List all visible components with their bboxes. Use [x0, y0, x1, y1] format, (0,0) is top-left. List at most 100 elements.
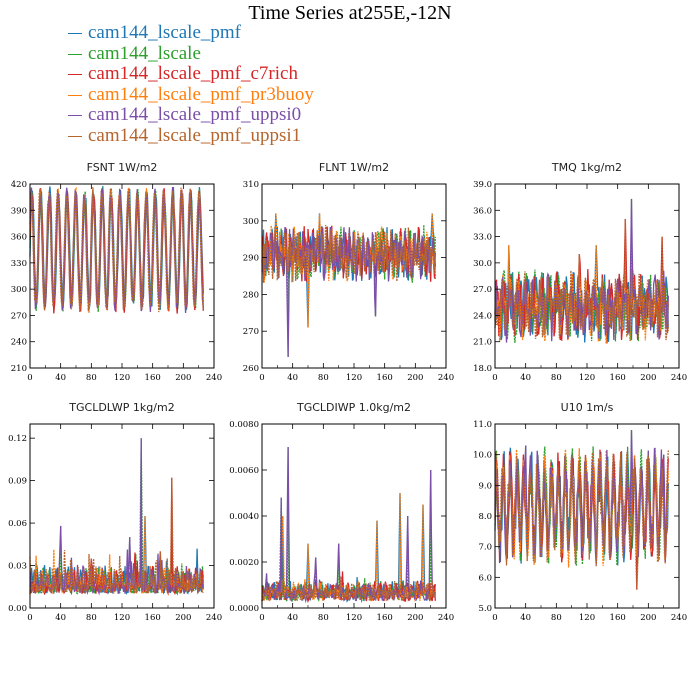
- y-tick-label: 420: [11, 180, 27, 190]
- x-tick-label: 160: [145, 613, 161, 623]
- x-tick-label: 200: [640, 373, 656, 383]
- x-tick-label: 160: [610, 613, 626, 623]
- series-line-cam144_lscale_pmf_uppsi1: [494, 450, 669, 590]
- x-tick-label: 160: [377, 613, 393, 623]
- y-tick-label: 24.0: [473, 311, 492, 321]
- y-tick-label: 0.0060: [229, 466, 259, 476]
- legend-line-icon: [68, 135, 82, 137]
- x-tick-label: 240: [671, 613, 687, 623]
- x-tick-label: 40: [55, 613, 66, 623]
- y-tick-label: 390: [11, 206, 27, 216]
- x-tick-label: 240: [438, 613, 454, 623]
- x-tick-label: 200: [407, 613, 423, 623]
- x-tick-label: 160: [145, 373, 161, 383]
- y-tick-label: 290: [243, 254, 259, 264]
- x-tick-label: 40: [287, 613, 298, 623]
- y-tick-label: 27.0: [473, 285, 492, 295]
- y-tick-label: 36.0: [473, 206, 492, 216]
- y-tick-label: 300: [11, 285, 27, 295]
- x-tick-label: 120: [579, 373, 595, 383]
- x-tick-label: 200: [175, 373, 191, 383]
- legend-label: cam144_lscale_pmf_uppsi1: [88, 124, 302, 146]
- x-tick-label: 40: [55, 373, 66, 383]
- plot-frame: [494, 183, 680, 369]
- y-tick-label: 6.0: [478, 573, 492, 583]
- x-tick-label: 120: [346, 613, 362, 623]
- x-tick-label: 120: [346, 373, 362, 383]
- x-tick-label: 80: [86, 613, 97, 623]
- y-tick-label: 0.06: [8, 519, 27, 529]
- legend-label: cam144_lscale: [88, 42, 201, 64]
- legend-label: cam144_lscale_pmf: [88, 22, 242, 43]
- panel-5: TGCLDIWP 1.0kg/m2 0 40 80 120 160 200 240 0.0000…: [229, 401, 454, 623]
- y-tick-label: 33.0: [473, 233, 492, 243]
- x-tick-label: 240: [438, 373, 454, 383]
- y-tick-label: 360: [11, 233, 27, 243]
- series-line-cam144_lscale_pmf_uppsi1: [29, 477, 204, 596]
- panel-1: FSNT 1W/m2 0 40 80 120 160 200 240 210 240 270 300 3…: [11, 161, 222, 383]
- x-tick-label: 200: [175, 613, 191, 623]
- legend-item: cam144_lscale_pmf_c7rich: [68, 63, 314, 84]
- x-tick-label: 0: [27, 373, 32, 383]
- legend-item: cam144_lscale_pmf: [68, 22, 314, 43]
- x-tick-label: 80: [551, 613, 562, 623]
- panel-3: TMQ 1kg/m2 0 40 80 120 160 200 240 18.0 21.0 24.0 2…: [473, 161, 687, 383]
- legend-item: cam144_lscale_pmf_uppsi0: [68, 104, 314, 125]
- y-tick-label: 300: [243, 217, 259, 227]
- x-tick-label: 80: [318, 373, 329, 383]
- x-tick-label: 0: [492, 373, 497, 383]
- legend-item: cam144_lscale_pmf_pr3buoy: [68, 84, 314, 105]
- x-tick-label: 40: [520, 373, 531, 383]
- y-tick-label: 0.0020: [229, 558, 259, 568]
- x-tick-label: 120: [114, 373, 130, 383]
- series-line-cam144_lscale_pmf_uppsi1: [494, 218, 669, 341]
- y-tick-label: 330: [11, 259, 27, 269]
- y-tick-label: 21.0: [473, 338, 492, 348]
- series-line-cam144_lscale_pmf_uppsi1: [261, 576, 436, 603]
- x-tick-label: 240: [671, 373, 687, 383]
- x-tick-label: 0: [492, 613, 497, 623]
- x-tick-label: 80: [86, 373, 97, 383]
- x-tick-label: 200: [640, 613, 656, 623]
- legend-item: cam144_lscale_pmf_uppsi1: [68, 125, 314, 146]
- series-line-cam144_lscale_pmf_uppsi1: [29, 187, 204, 313]
- legend-label: cam144_lscale_pmf_pr3buoy: [88, 83, 314, 105]
- x-tick-label: 80: [551, 373, 562, 383]
- y-tick-label: 0.00: [8, 604, 27, 614]
- x-tick-label: 80: [318, 613, 329, 623]
- legend-line-icon: [68, 33, 82, 35]
- y-tick-label: 11.0: [473, 420, 492, 430]
- y-tick-label: 30.0: [473, 259, 492, 269]
- y-tick-label: 270: [11, 311, 27, 321]
- y-tick-label: 8.0: [478, 512, 492, 522]
- y-tick-label: 0.12: [8, 434, 27, 444]
- y-tick-label: 39.0: [473, 180, 492, 190]
- y-tick-label: 10.0: [473, 451, 492, 461]
- y-tick-label: 260: [243, 364, 259, 374]
- legend-line-icon: [68, 94, 82, 96]
- x-tick-label: 120: [579, 613, 595, 623]
- y-tick-label: 9.0: [478, 481, 492, 491]
- x-tick-label: 160: [377, 373, 393, 383]
- panel-title: TMQ 1kg/m2: [551, 161, 622, 174]
- y-tick-label: 0.0000: [229, 604, 259, 614]
- x-tick-label: 120: [114, 613, 130, 623]
- y-tick-label: 310: [243, 180, 259, 190]
- panel-2: FLNT 1W/m2 0 40 80 120 160 200 240 260 270 280 290 3…: [243, 161, 454, 383]
- x-tick-label: 0: [27, 613, 32, 623]
- series-line-cam144_lscale_pmf_uppsi1: [261, 225, 436, 283]
- y-tick-label: 0.0080: [229, 420, 259, 430]
- legend-label: cam144_lscale_pmf_c7rich: [88, 63, 298, 84]
- x-tick-label: 240: [206, 373, 222, 383]
- y-tick-label: 5.0: [478, 604, 492, 614]
- y-tick-label: 0.09: [8, 477, 27, 487]
- y-tick-label: 280: [243, 290, 259, 300]
- y-tick-label: 210: [11, 364, 27, 374]
- x-tick-label: 240: [206, 613, 222, 623]
- panel-title: TGCLDIWP 1.0kg/m2: [296, 401, 411, 414]
- series-line-cam144_lscale_pmf_uppsi0: [494, 430, 669, 565]
- panel-title: U10 1m/s: [561, 401, 614, 414]
- y-tick-label: 240: [11, 338, 27, 348]
- panel-6: U10 1m/s 0 40 80 120 160 200 240 5.0 6.0 7.0 8.0 9.0…: [473, 401, 687, 623]
